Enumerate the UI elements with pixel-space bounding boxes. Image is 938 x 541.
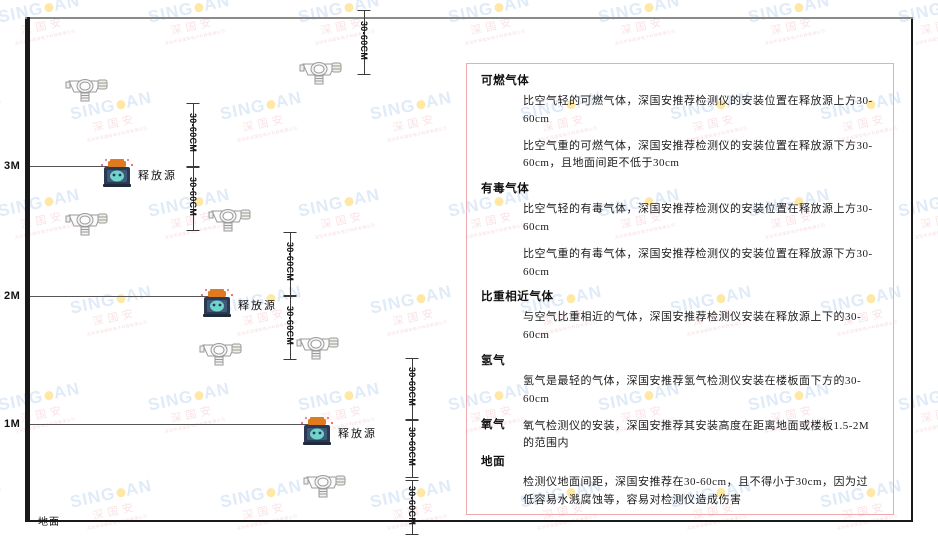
level-line-1m — [27, 424, 322, 425]
height-axis — [27, 17, 30, 522]
dimension-line — [357, 10, 370, 75]
gas-detector — [300, 468, 346, 507]
spec-section: 地面检测仪地面间距，深国安推荐在30-60cm，且不得小于30cm，因为过低容易… — [481, 455, 879, 510]
spec-paragraph: 比空气轻的可燃气体，深国安推荐检测仪的安装位置在释放源上方30-60cm — [523, 94, 873, 125]
spec-paragraph: 比空气重的可燃气体，深国安推荐检测仪的安装位置在释放源下方30-60cm，且地面… — [523, 139, 873, 170]
spec-section: 氢气氢气是最轻的气体，深国安推荐氢气检测仪安装在楼板面下方的30-60cm — [481, 354, 879, 409]
spec-section: 可燃气体比空气轻的可燃气体，深国安推荐检测仪的安装位置在释放源上方30-60cm… — [481, 74, 879, 173]
release-source-icon — [200, 289, 234, 317]
level-label-3m: 3M — [4, 160, 21, 172]
spec-section: 比重相近气体与空气比重相近的气体，深国安推荐检测仪安装在释放源上下的30-60c… — [481, 290, 879, 345]
dimension-line — [405, 420, 418, 478]
dimension-label: 30-60CM — [407, 367, 417, 407]
dimension-line — [186, 103, 199, 167]
level-label-2m: 2M — [4, 290, 21, 302]
gas-detector — [296, 55, 342, 94]
gas-detector-icon — [199, 343, 242, 366]
dimension-line — [186, 167, 199, 231]
release-source-label: 释放源 — [338, 428, 377, 440]
dimension-label: 30-60CM — [359, 20, 369, 60]
gas-detector — [62, 206, 108, 245]
release-source — [200, 289, 234, 324]
spec-section-heading: 氧气 — [481, 418, 506, 431]
spec-section: 氧气 氧气检测仪的安装，深国安推荐其安装高度在距离地面或楼板1.5-2M的范围内 — [481, 418, 879, 454]
release-source-icon — [100, 159, 134, 187]
dimension-label: 30-60CM — [407, 427, 417, 467]
spec-paragraph: 氢气是最轻的气体，深国安推荐氢气检测仪安装在楼板面下方的30-60cm — [523, 374, 862, 405]
spec-section-heading: 比重相近气体 — [481, 291, 554, 304]
spec-section: 有毒气体比空气轻的有毒气体，深国安推荐检测仪的安装位置在释放源上方30-60cm… — [481, 182, 879, 281]
level-label-1m: 1M — [4, 418, 21, 430]
spec-section-body: 氧气检测仪的安装，深国安推荐其安装高度在距离地面或楼板1.5-2M的范围内 — [523, 418, 879, 454]
gas-detector — [205, 202, 251, 241]
dimension-line — [405, 480, 418, 535]
spec-paragraph: 氧气检测仪的安装，深国安推荐其安装高度在距离地面或楼板1.5-2M的范围内 — [523, 419, 870, 450]
release-source-label: 释放源 — [138, 170, 177, 182]
spec-section-body: 氢气是最轻的气体，深国安推荐氢气检测仪安装在楼板面下方的30-60cm — [523, 373, 879, 409]
gas-detector — [196, 336, 242, 375]
gas-detector-icon — [299, 62, 342, 85]
release-source — [300, 417, 334, 452]
gas-detector-icon — [303, 475, 346, 498]
dimension-line — [405, 358, 418, 420]
spec-section-heading: 氢气 — [481, 354, 506, 367]
dimension-label: 30-60CM — [188, 177, 198, 217]
dimension-line — [283, 232, 296, 296]
spec-section-body: 比空气轻的可燃气体，深国安推荐检测仪的安装位置在释放源上方30-60cm 比空气重… — [523, 93, 879, 173]
spec-section-body: 比空气轻的有毒气体，深国安推荐检测仪的安装位置在释放源上方30-60cm 比空气重… — [523, 201, 879, 281]
spec-section-heading: 地面 — [481, 456, 506, 469]
spec-section-heading: 有毒气体 — [481, 183, 530, 196]
ceiling-line — [25, 17, 913, 19]
spec-section-body: 检测仪地面间距，深国安推荐在30-60cm，且不得小于30cm，因为过低容易水溅… — [523, 474, 879, 510]
gas-detector-icon — [208, 209, 251, 232]
spec-paragraph: 与空气比重相近的气体，深国安推荐检测仪安装在释放源上下的30-60cm — [523, 311, 862, 342]
spec-paragraph: 检测仪地面间距，深国安推荐在30-60cm，且不得小于30cm，因为过低容易水溅… — [523, 476, 869, 506]
level-line-2m — [27, 296, 222, 297]
level-line-3m — [27, 166, 122, 167]
spec-section-heading: 可燃气体 — [481, 75, 530, 87]
spec-paragraph: 比空气轻的有毒气体，深国安推荐检测仪的安装位置在释放源上方30-60cm — [523, 203, 873, 233]
gas-detector-icon — [65, 213, 108, 236]
ground-label: 地面 — [38, 517, 60, 528]
dimension-label: 30-60CM — [407, 485, 417, 525]
release-source-label: 释放源 — [238, 300, 277, 312]
dimension-label: 30-60CM — [285, 242, 295, 282]
spec-paragraph: 比空气重的有毒气体，深国安推荐检测仪的安装位置在释放源下方30-60cm — [523, 247, 873, 278]
spec-section-body: 与空气比重相近的气体，深国安推荐检测仪安装在释放源上下的30-60cm — [523, 309, 879, 345]
release-source — [100, 159, 134, 194]
dimension-line — [283, 296, 296, 360]
gas-detector-icon — [65, 79, 108, 102]
dimension-label: 30-60CM — [285, 306, 295, 346]
specification-panel: 可燃气体比空气轻的可燃气体，深国安推荐检测仪的安装位置在释放源上方30-60cm… — [466, 63, 894, 515]
gas-detector — [293, 330, 339, 369]
release-source-icon — [300, 417, 334, 445]
gas-detector-icon — [296, 337, 339, 360]
gas-detector — [62, 72, 108, 111]
dimension-label: 30-60CM — [188, 113, 198, 153]
